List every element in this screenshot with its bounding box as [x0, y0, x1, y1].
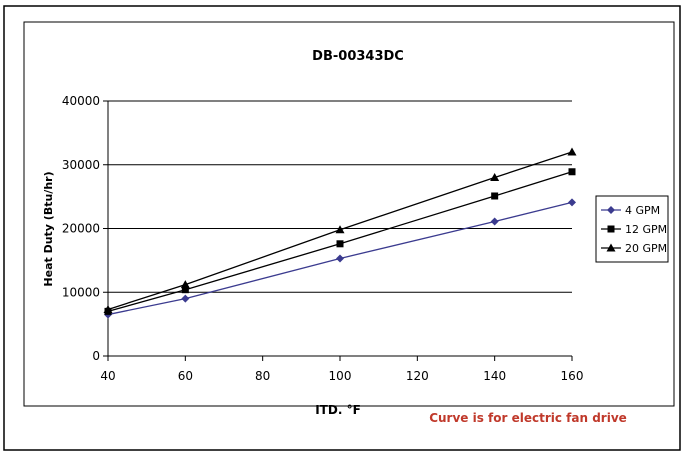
data-point — [335, 225, 345, 234]
x-tick-label: 140 — [483, 369, 506, 383]
data-point — [567, 147, 577, 156]
y-tick-label: 0 — [92, 349, 100, 363]
x-tick-label: 160 — [561, 369, 584, 383]
legend-marker — [606, 243, 616, 252]
data-point — [568, 198, 576, 207]
chart-title: DB-00343DC — [312, 49, 404, 64]
x-tick-label: 100 — [329, 369, 352, 383]
y-tick-label: 30000 — [62, 158, 100, 172]
data-point — [336, 240, 344, 248]
legend-label: 20 GPM — [625, 242, 667, 255]
chart-note: Curve is for electric fan drive — [429, 411, 627, 425]
y-axis-title: Heat Duty (Btu/hr) — [42, 171, 55, 286]
data-point — [336, 254, 344, 263]
data-point — [490, 217, 499, 226]
chart-area-frame — [23, 21, 675, 407]
series-layer — [103, 147, 577, 319]
y-tick-label: 20000 — [62, 222, 100, 236]
x-tick-label: 40 — [100, 369, 115, 383]
x-axis-title: ITD. °F — [315, 403, 361, 417]
data-point — [568, 168, 576, 176]
legend-marker — [607, 225, 615, 233]
data-point — [490, 173, 500, 181]
data-point — [180, 280, 190, 289]
y-tick-label: 10000 — [62, 285, 100, 299]
data-point — [181, 294, 190, 303]
data-point — [103, 304, 113, 313]
legend-marker — [607, 206, 615, 214]
x-tick-label: 60 — [178, 369, 193, 383]
data-point — [181, 286, 189, 294]
x-tick-label: 120 — [406, 369, 429, 383]
legend-label: 4 GPM — [625, 204, 660, 217]
legend: 4 GPM 12 GPM 20 GPM — [595, 195, 669, 263]
data-point — [491, 192, 499, 200]
legend-label: 12 GPM — [625, 223, 667, 236]
x-tick-label: 80 — [255, 369, 270, 383]
series-0 — [104, 198, 576, 319]
series-2 — [103, 147, 577, 313]
tick-labels: 0 10000 20000 30000 40000 40 60 80 100 120 140 160 — [62, 94, 584, 383]
y-tick-label: 40000 — [62, 94, 100, 108]
